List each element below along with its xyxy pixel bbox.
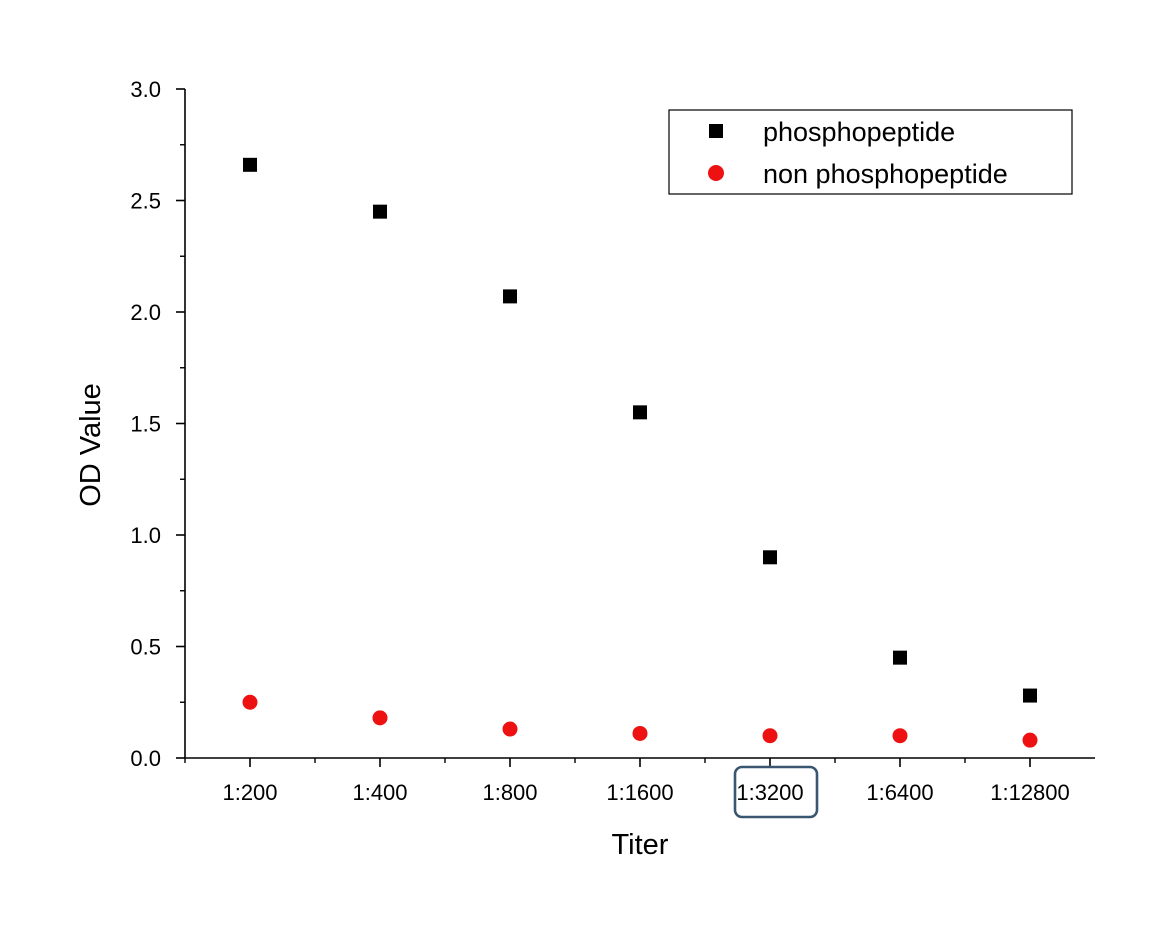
non-phosphopeptide-point bbox=[632, 725, 648, 741]
legend-box bbox=[668, 109, 1073, 195]
legend: phosphopeptide non phosphopeptide bbox=[668, 109, 1073, 195]
x-tick-label: 1:12800 bbox=[990, 780, 1070, 805]
highlight-box bbox=[733, 765, 819, 819]
non-phosphopeptide-point bbox=[242, 694, 258, 710]
x-tick-labels: 1:200 1:400 1:800 1:1600 1:3200 1:6400 1:12800 bbox=[222, 780, 1069, 805]
y-tick-label: 2.0 bbox=[130, 300, 161, 325]
x-tick-label: 1:1600 bbox=[606, 780, 673, 805]
y-tick-label: 0.0 bbox=[130, 746, 161, 771]
legend-label-phosphopeptide: phosphopeptide bbox=[763, 117, 955, 147]
legend-label-non-phosphopeptide: non phosphopeptide bbox=[763, 159, 1008, 189]
x-tick-label: 1:3200 bbox=[736, 780, 803, 805]
non-phosphopeptide-point bbox=[502, 721, 518, 737]
phosphopeptide-point bbox=[633, 405, 647, 420]
y-tick-label: 1.5 bbox=[130, 412, 161, 437]
tick-marks bbox=[176, 88, 1031, 767]
phosphopeptide-point bbox=[763, 550, 777, 565]
phosphopeptide-point bbox=[503, 289, 517, 304]
y-tick-label: 2.5 bbox=[130, 189, 161, 214]
phosphopeptide-point bbox=[373, 204, 387, 219]
y-tick-label: 1.0 bbox=[130, 523, 161, 548]
y-tick-labels: 0.0 0.5 1.0 1.5 2.0 2.5 3.0 bbox=[130, 77, 161, 771]
x-tick-label: 1:200 bbox=[222, 780, 277, 805]
x-tick-label: 1:6400 bbox=[866, 780, 933, 805]
non-phosphopeptide-point bbox=[1022, 732, 1038, 748]
legend-marker-non-phosphopeptide bbox=[708, 165, 724, 181]
x-axis-title: Titer bbox=[612, 829, 669, 861]
phosphopeptide-point bbox=[893, 650, 907, 665]
x-tick-label: 1:800 bbox=[482, 780, 537, 805]
non-phosphopeptide-point bbox=[372, 710, 388, 726]
y-axis-title: OD Value bbox=[75, 383, 107, 507]
highlight-box-layer bbox=[733, 765, 819, 819]
data-marks bbox=[242, 157, 1038, 748]
legend-marker-phosphopeptide bbox=[709, 124, 723, 138]
x-tick-label: 1:400 bbox=[352, 780, 407, 805]
phosphopeptide-point bbox=[243, 157, 257, 172]
y-tick-label: 3.0 bbox=[130, 77, 161, 102]
y-tick-label: 0.5 bbox=[130, 635, 161, 660]
non-phosphopeptide-point bbox=[762, 728, 778, 744]
phosphopeptide-point bbox=[1023, 688, 1037, 703]
non-phosphopeptide-point bbox=[892, 728, 908, 744]
